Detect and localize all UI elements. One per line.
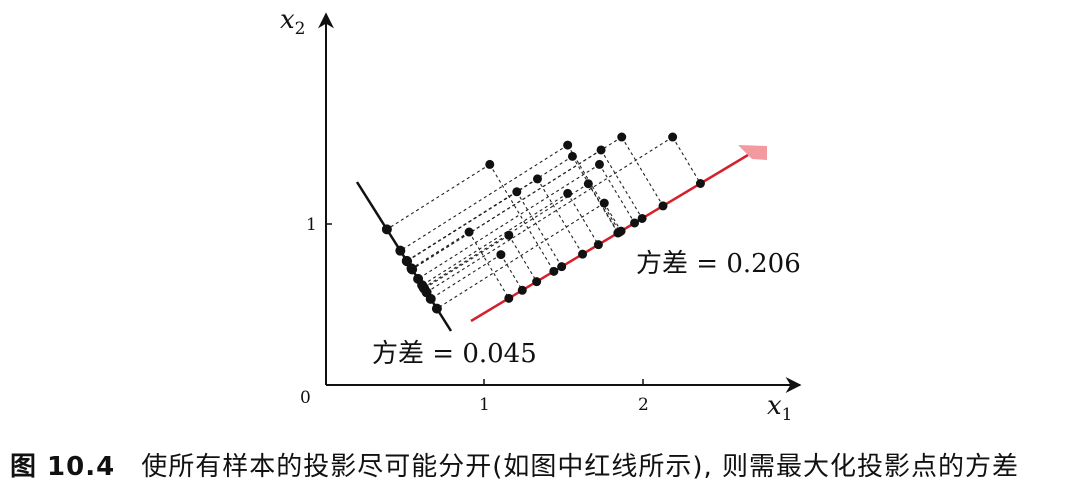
projection-dash-black — [411, 149, 602, 270]
projected-point-red — [578, 249, 588, 259]
projection-dash-black — [386, 163, 491, 230]
projected-point-black — [401, 255, 412, 266]
projected-point-red — [504, 293, 514, 303]
projected-point-black — [413, 273, 424, 284]
projection-dash-red — [500, 254, 523, 291]
y-tick-label-1: 1 — [306, 215, 317, 235]
projection-dash-red — [516, 191, 563, 267]
sample-point — [583, 179, 593, 189]
x2-axis-label: x2 — [280, 5, 306, 39]
sample-point — [563, 140, 573, 150]
figure-caption: 图 10.4 使所有样本的投影尽可能分开(如图中红线所示), 则需最大化投影点的方… — [10, 446, 1060, 483]
projected-point-black — [431, 303, 442, 314]
projection-dash-black — [400, 144, 568, 252]
sample-point — [617, 132, 627, 142]
projection-dash-red — [600, 149, 643, 219]
origin-label: 0 — [300, 388, 311, 408]
projection-dash-black — [430, 254, 502, 300]
projection-dash-black — [411, 136, 623, 270]
projection-dash-red — [567, 193, 599, 245]
projected-point-red — [695, 178, 705, 188]
projection-dash-black — [426, 136, 673, 293]
projection-dash-red — [603, 202, 622, 232]
projection-dash-red — [672, 136, 701, 184]
projection-dash-red — [621, 136, 664, 207]
projected-point-red — [630, 218, 640, 228]
sample-point — [504, 230, 514, 240]
x-tick-label-2: 2 — [638, 395, 649, 415]
projected-point-red — [517, 285, 527, 295]
projection-dash-red — [489, 164, 555, 272]
variance-label-black: 方差 = 0.045 — [372, 339, 537, 369]
sample-point — [567, 151, 577, 161]
axes: 0 1 2 1 x1 x2 — [280, 5, 802, 425]
projection-lines — [386, 136, 701, 310]
projected-point-red — [637, 213, 647, 223]
projected-point-red — [557, 262, 567, 272]
figure-number: 图 10.4 — [10, 452, 116, 482]
projection-dash-black — [421, 192, 568, 286]
projection-dash-black — [423, 234, 510, 290]
sample-point — [532, 174, 542, 184]
projected-point-black — [407, 264, 418, 275]
projected-point-red — [615, 227, 625, 237]
projected-point-black — [381, 224, 392, 235]
caption-text: 使所有样本的投影尽可能分开(如图中红线所示), 则需最大化投影点的方差 — [141, 452, 1020, 482]
x1-axis-label: x1 — [767, 391, 793, 425]
projection-dash-red — [536, 178, 584, 255]
projected-point-red — [593, 240, 603, 250]
projection-dash-black — [406, 155, 573, 262]
sample-point — [512, 187, 522, 197]
projection-dash-red — [468, 231, 510, 299]
sample-point — [668, 132, 678, 142]
sample-points — [464, 132, 678, 260]
sample-point — [485, 159, 495, 169]
projected-point-red — [549, 266, 559, 276]
projected-point-black — [395, 245, 406, 256]
x-tick-label-1: 1 — [479, 395, 490, 415]
sample-point — [496, 250, 506, 260]
variance-label-red: 方差 = 0.206 — [636, 249, 801, 279]
projection-dash-red — [571, 156, 619, 234]
sample-point — [594, 159, 604, 169]
sample-point — [464, 227, 474, 237]
projection-dash-black — [436, 202, 605, 310]
projected-points — [381, 178, 705, 314]
pca-projection-diagram: 0 1 2 1 x1 x2 方差 = 0.206 方差 = 0.045 — [280, 5, 802, 425]
red-arrow-head — [738, 145, 767, 160]
projection-dash-red — [567, 144, 621, 233]
sample-point — [599, 198, 609, 208]
sample-point — [596, 145, 606, 155]
projected-point-red — [658, 201, 668, 211]
projection-dash-red — [599, 164, 636, 224]
projection-dash-black — [411, 231, 470, 269]
projection-dash-red — [508, 234, 538, 282]
projected-point-red — [532, 277, 542, 287]
sample-point — [563, 188, 573, 198]
projected-point-black — [421, 287, 432, 298]
